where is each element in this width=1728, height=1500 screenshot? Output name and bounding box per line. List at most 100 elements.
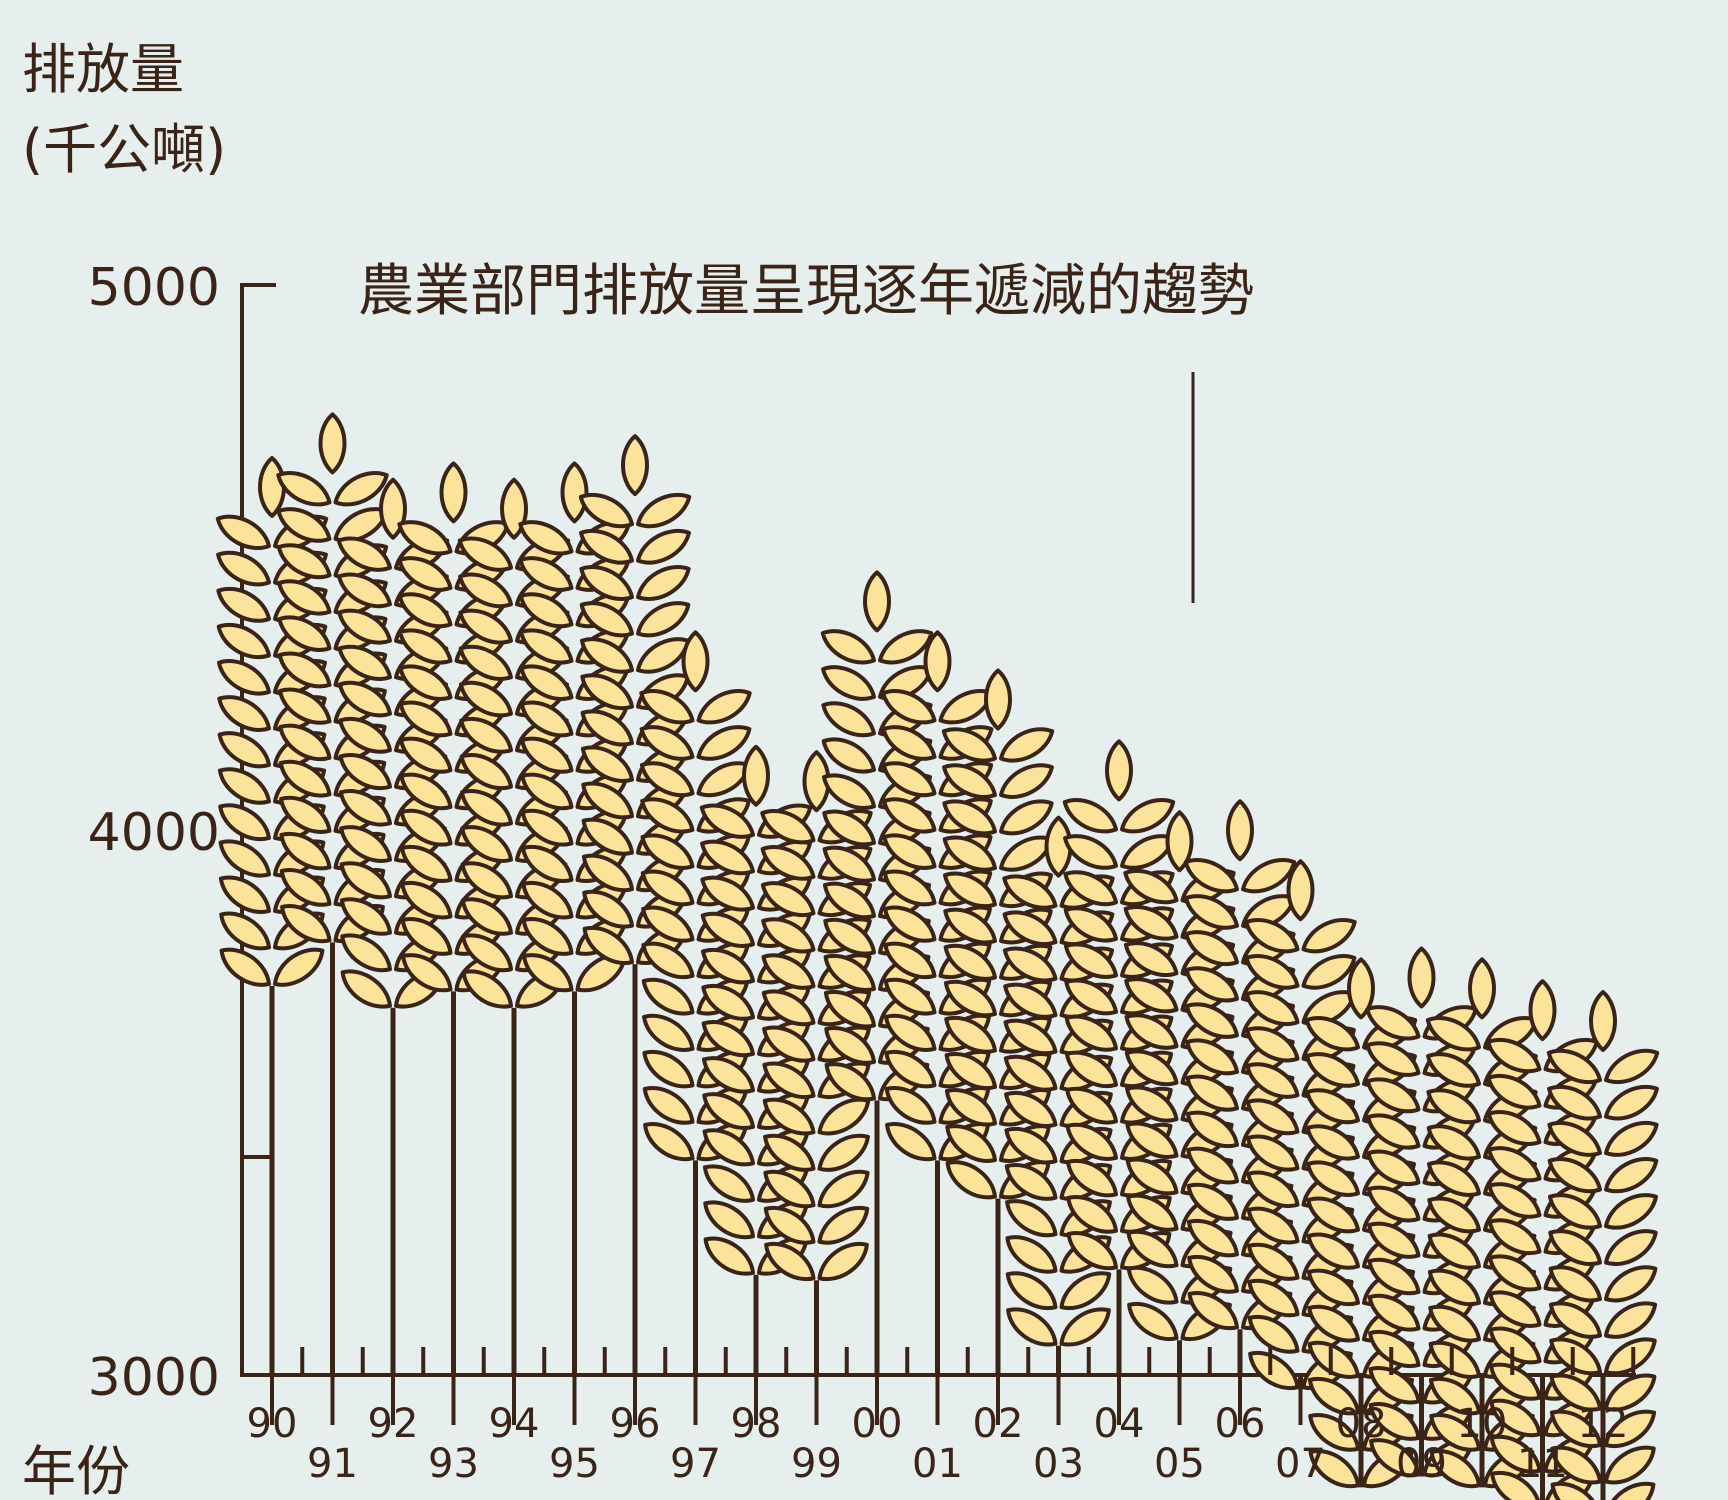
wheat-grain <box>1307 1304 1360 1343</box>
wheat-grain <box>1245 1062 1300 1099</box>
wheat-grain-top <box>621 434 649 497</box>
wheat-grain <box>1187 1254 1239 1294</box>
wheat-grain <box>276 507 332 543</box>
wheat-grain <box>398 664 453 701</box>
x-tick-label-91: 91 <box>307 1441 358 1487</box>
wheat-grain <box>1604 1409 1657 1449</box>
wheat-grain <box>636 492 692 529</box>
x-tick-label-99: 99 <box>791 1441 842 1487</box>
wheat-grain <box>941 727 997 763</box>
y-axis-label-line1: 排放量 <box>22 38 184 101</box>
wheat-grain <box>581 853 634 893</box>
wheat-grain <box>1247 1278 1300 1318</box>
wheat-grain <box>519 664 574 701</box>
x-tick-label-00: 00 <box>852 1401 903 1447</box>
wheat-grain <box>1604 1084 1659 1121</box>
wheat-grain <box>1428 1376 1481 1416</box>
wheat-grain <box>1304 1016 1360 1052</box>
wheat-grain <box>1247 1314 1300 1354</box>
wheat-grain <box>696 689 752 725</box>
wheat-grain <box>339 825 392 863</box>
wheat-grain <box>762 1061 816 1099</box>
wheat-grain <box>1123 905 1179 941</box>
wheat-grain <box>1548 1229 1602 1266</box>
wheat-grain <box>642 1085 695 1125</box>
wheat-grain <box>521 880 574 920</box>
wheat-grain <box>817 1133 870 1172</box>
wheat-grain <box>518 520 574 556</box>
wheat-grain <box>397 556 453 592</box>
wheat-grain <box>398 628 453 665</box>
wheat-grain <box>703 1200 755 1240</box>
x-ticks: 9091929394959697989900010203040506070809… <box>247 1347 1636 1487</box>
wheat-grain <box>579 637 634 674</box>
wheat-grain <box>640 833 695 870</box>
wheat-grain <box>1488 1326 1542 1365</box>
wheat-grain <box>1063 870 1118 907</box>
wheat-grain <box>822 845 876 883</box>
wheat-grain <box>279 795 332 834</box>
wheat-grain <box>643 1122 695 1162</box>
wheat-grain <box>1427 1196 1481 1234</box>
wheat-grain <box>1367 1257 1421 1296</box>
wheat-grain <box>1120 798 1176 834</box>
wheat-grain <box>1062 798 1118 834</box>
wheat-grain <box>823 917 876 956</box>
wheat-grain <box>1366 1149 1421 1186</box>
wheat-grain <box>1368 1329 1421 1369</box>
wheat-grain <box>821 665 876 701</box>
wheat-grain <box>1004 1163 1058 1201</box>
wheat-grain <box>218 839 271 878</box>
wheat-grain <box>1367 1293 1421 1332</box>
wheat-grain-top <box>863 570 891 633</box>
wheat-grain <box>459 717 513 754</box>
x-tick-label-01: 01 <box>912 1441 963 1487</box>
wheat-grain <box>1428 1340 1481 1379</box>
wheat-grain <box>338 717 392 754</box>
x-tick-label-02: 02 <box>973 1401 1024 1447</box>
wheat-grain-top <box>1165 810 1194 873</box>
wheat-grain <box>1486 1037 1542 1074</box>
wheat-grain <box>761 989 816 1027</box>
wheat-grain <box>337 608 392 645</box>
wheat-grain <box>942 763 997 799</box>
wheat-grain <box>821 773 876 810</box>
wheat-grain-top <box>1347 957 1375 1020</box>
x-tick-label-95: 95 <box>549 1441 600 1487</box>
wheat-grain <box>944 1015 997 1054</box>
wheat-grain <box>400 880 453 920</box>
wheat-grain <box>461 933 513 973</box>
wheat-grain <box>1125 1121 1179 1159</box>
wheat-grain <box>1124 1013 1179 1050</box>
wheat-grain <box>1604 1337 1657 1376</box>
wheat-grain <box>1427 1232 1481 1270</box>
wheat-grain <box>884 1013 937 1052</box>
wheat-grain <box>1604 1048 1660 1085</box>
wheat-grain <box>763 1169 816 1209</box>
wheat-grain <box>399 808 453 847</box>
wheat-grain <box>1002 946 1058 983</box>
wheat-grain-top <box>1528 979 1557 1042</box>
wheat-grain <box>641 905 695 943</box>
wheat-grain <box>522 953 574 993</box>
wheat-grain <box>1184 894 1239 930</box>
wheat-grain <box>760 809 816 845</box>
wheat-grain <box>1547 1193 1602 1230</box>
x-tick-label-10: 10 <box>1457 1401 1508 1447</box>
wheat-grain <box>1246 1170 1300 1208</box>
wheat-grain <box>761 953 816 990</box>
x-tick-label-11: 11 <box>1517 1441 1568 1487</box>
wheat-grain <box>1604 1121 1659 1157</box>
wheat-grain <box>817 1169 870 1209</box>
wheat-grain <box>1064 1014 1118 1052</box>
wheat-grain-top <box>742 744 770 807</box>
wheat-grain <box>519 628 574 665</box>
wheat-grain <box>1005 1235 1058 1274</box>
wheat-grain-top <box>560 461 589 524</box>
wheat-grain-top <box>318 412 347 475</box>
wheat-grain <box>1427 1268 1481 1307</box>
wheat-grain <box>823 953 876 992</box>
y-tick-4000: 4000 <box>88 803 220 863</box>
wheat-ear-12 <box>1546 990 1660 1500</box>
wheat-grain <box>401 953 453 993</box>
